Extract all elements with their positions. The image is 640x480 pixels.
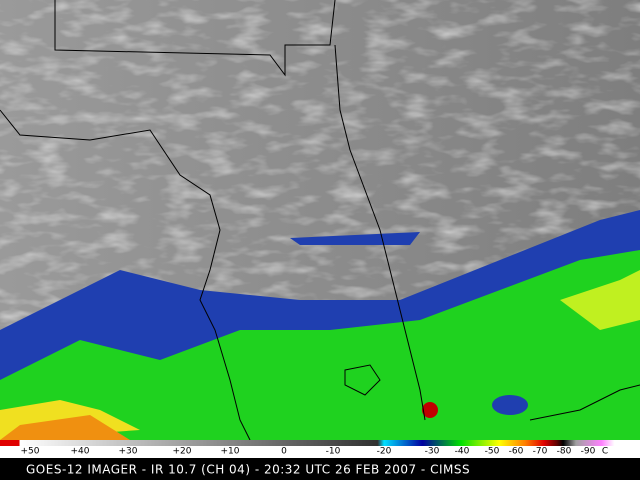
colorbar <box>0 440 640 446</box>
colorbar-label: -10 <box>326 447 341 457</box>
caption-band <box>0 458 640 480</box>
colorbar-label: -20 <box>377 447 392 457</box>
colorbar-label: -50 <box>485 447 500 457</box>
colorbar-label: -40 <box>455 447 470 457</box>
colorbar-label: -90 <box>581 447 596 457</box>
coastlines <box>0 0 640 440</box>
colorbar-label: -70 <box>533 447 548 457</box>
colorbar-label: +10 <box>221 447 240 457</box>
colorbar-label: -80 <box>557 447 572 457</box>
colorbar-label: +40 <box>71 447 90 457</box>
imagery <box>0 0 640 440</box>
colorbar-label: -60 <box>509 447 524 457</box>
colorbar-label: +30 <box>119 447 138 457</box>
caption: GOES-12 IMAGER - IR 10.7 (CH 04) - 20:32… <box>26 463 470 477</box>
colorbar-label: C <box>602 447 608 457</box>
colorbar-label: 0 <box>281 447 287 457</box>
colorbar-label: +20 <box>173 447 192 457</box>
colorbar-labels: +50 +40 +30 +20 +10 0 -10 -20 -30 -40 -50 -60 -70 -80… <box>21 447 609 457</box>
colorbar-label: -30 <box>425 447 440 457</box>
colorbar-label: +50 <box>21 447 40 457</box>
